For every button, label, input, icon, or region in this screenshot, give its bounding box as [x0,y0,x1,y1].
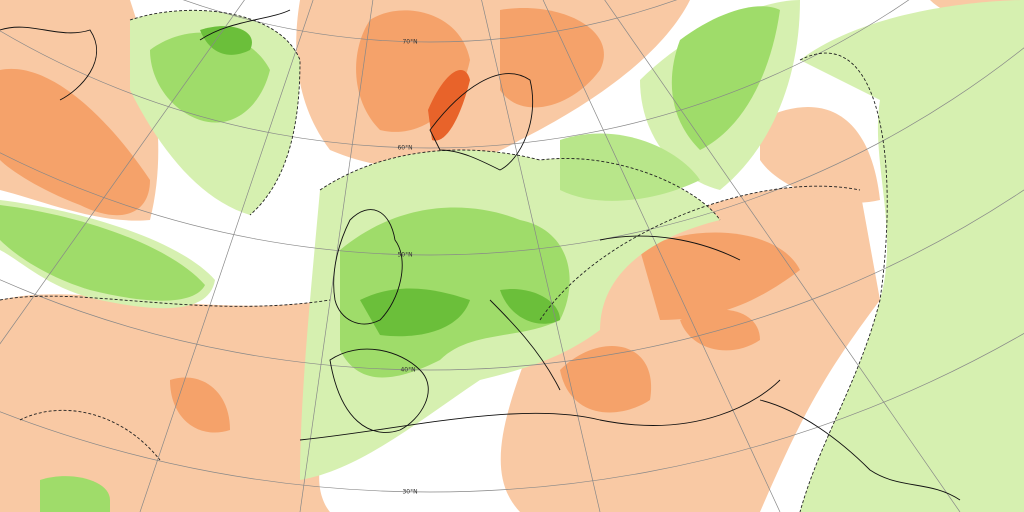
dark-orange-area [428,70,470,141]
orange-area [170,377,230,433]
latitude-labels: 70°N 60°N 50°N 40°N 30°N [397,39,417,496]
latitude-label: 40°N [400,367,415,374]
dark-green-area [360,288,470,337]
latitude-label: 50°N [397,252,412,259]
green-area [150,32,270,123]
coastline [429,73,534,171]
coastline [299,379,781,441]
meridian [139,0,314,512]
contour [129,9,301,216]
green-area [671,6,780,150]
coastline [489,299,561,391]
light-orange-area [0,294,340,512]
contour [0,295,331,307]
light-orange-area [760,106,880,203]
meridian [604,0,961,512]
coastline [333,209,403,325]
meridian [542,0,781,512]
coastline [199,9,291,41]
coastline [0,26,97,101]
meridian [0,0,245,345]
green-area [0,205,205,301]
coastline [329,348,429,433]
dark-green-area [200,26,252,55]
parallel [0,189,1024,371]
orange-area [560,346,652,413]
parallel [183,0,677,43]
coastline [599,235,741,261]
latitude-label: 70°N [402,39,417,46]
meridian [299,0,374,512]
orange-area [500,8,604,108]
coastline [759,399,961,501]
contour [539,185,861,321]
meridian [481,0,601,512]
orange-area [0,68,150,216]
significance-contours [0,9,888,512]
contour [19,409,161,461]
green-area [40,476,110,512]
orange-area [640,232,800,320]
parallel [0,47,1024,256]
contour [319,149,721,221]
latitude-label: 30°N [402,489,417,496]
dark-green-area [500,289,560,324]
latitude-label: 60°N [397,145,412,152]
green-area [560,133,700,201]
parallel [0,0,909,149]
light-green-area [800,0,1024,512]
coastlines [0,9,961,501]
